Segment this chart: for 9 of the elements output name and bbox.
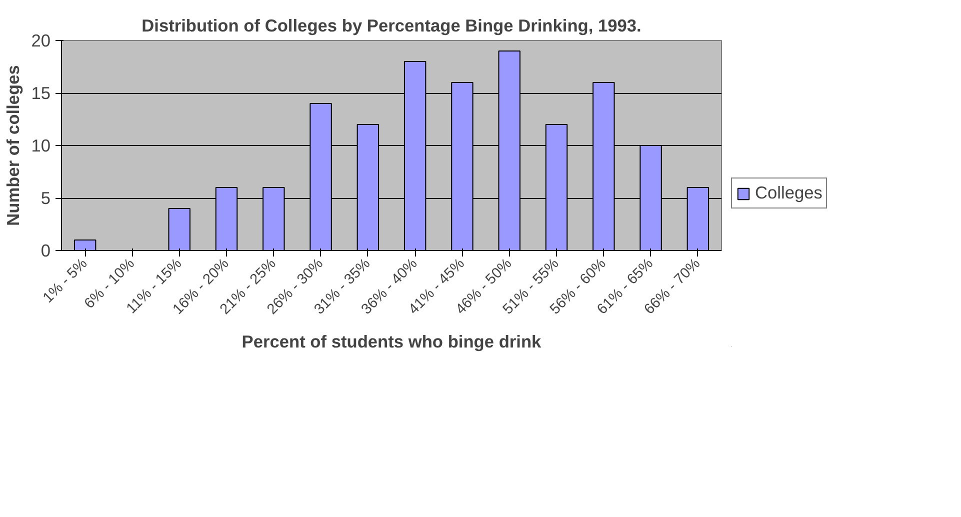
x-axis-title: Percent of students who binge drink [242, 331, 542, 352]
y-tick-label: 0 [40, 240, 51, 260]
y-tick-label: 15 [31, 83, 51, 103]
y-tick-label: 10 [31, 136, 51, 156]
y-tick-label: 20 [31, 30, 51, 50]
y-axis-title: Number of colleges [3, 65, 24, 226]
legend-label: Colleges [755, 182, 822, 204]
y-tick-label: 5 [40, 188, 51, 208]
chart-title: Distribution of Colleges by Percentage Binge Drinking, 1993. [142, 16, 642, 36]
